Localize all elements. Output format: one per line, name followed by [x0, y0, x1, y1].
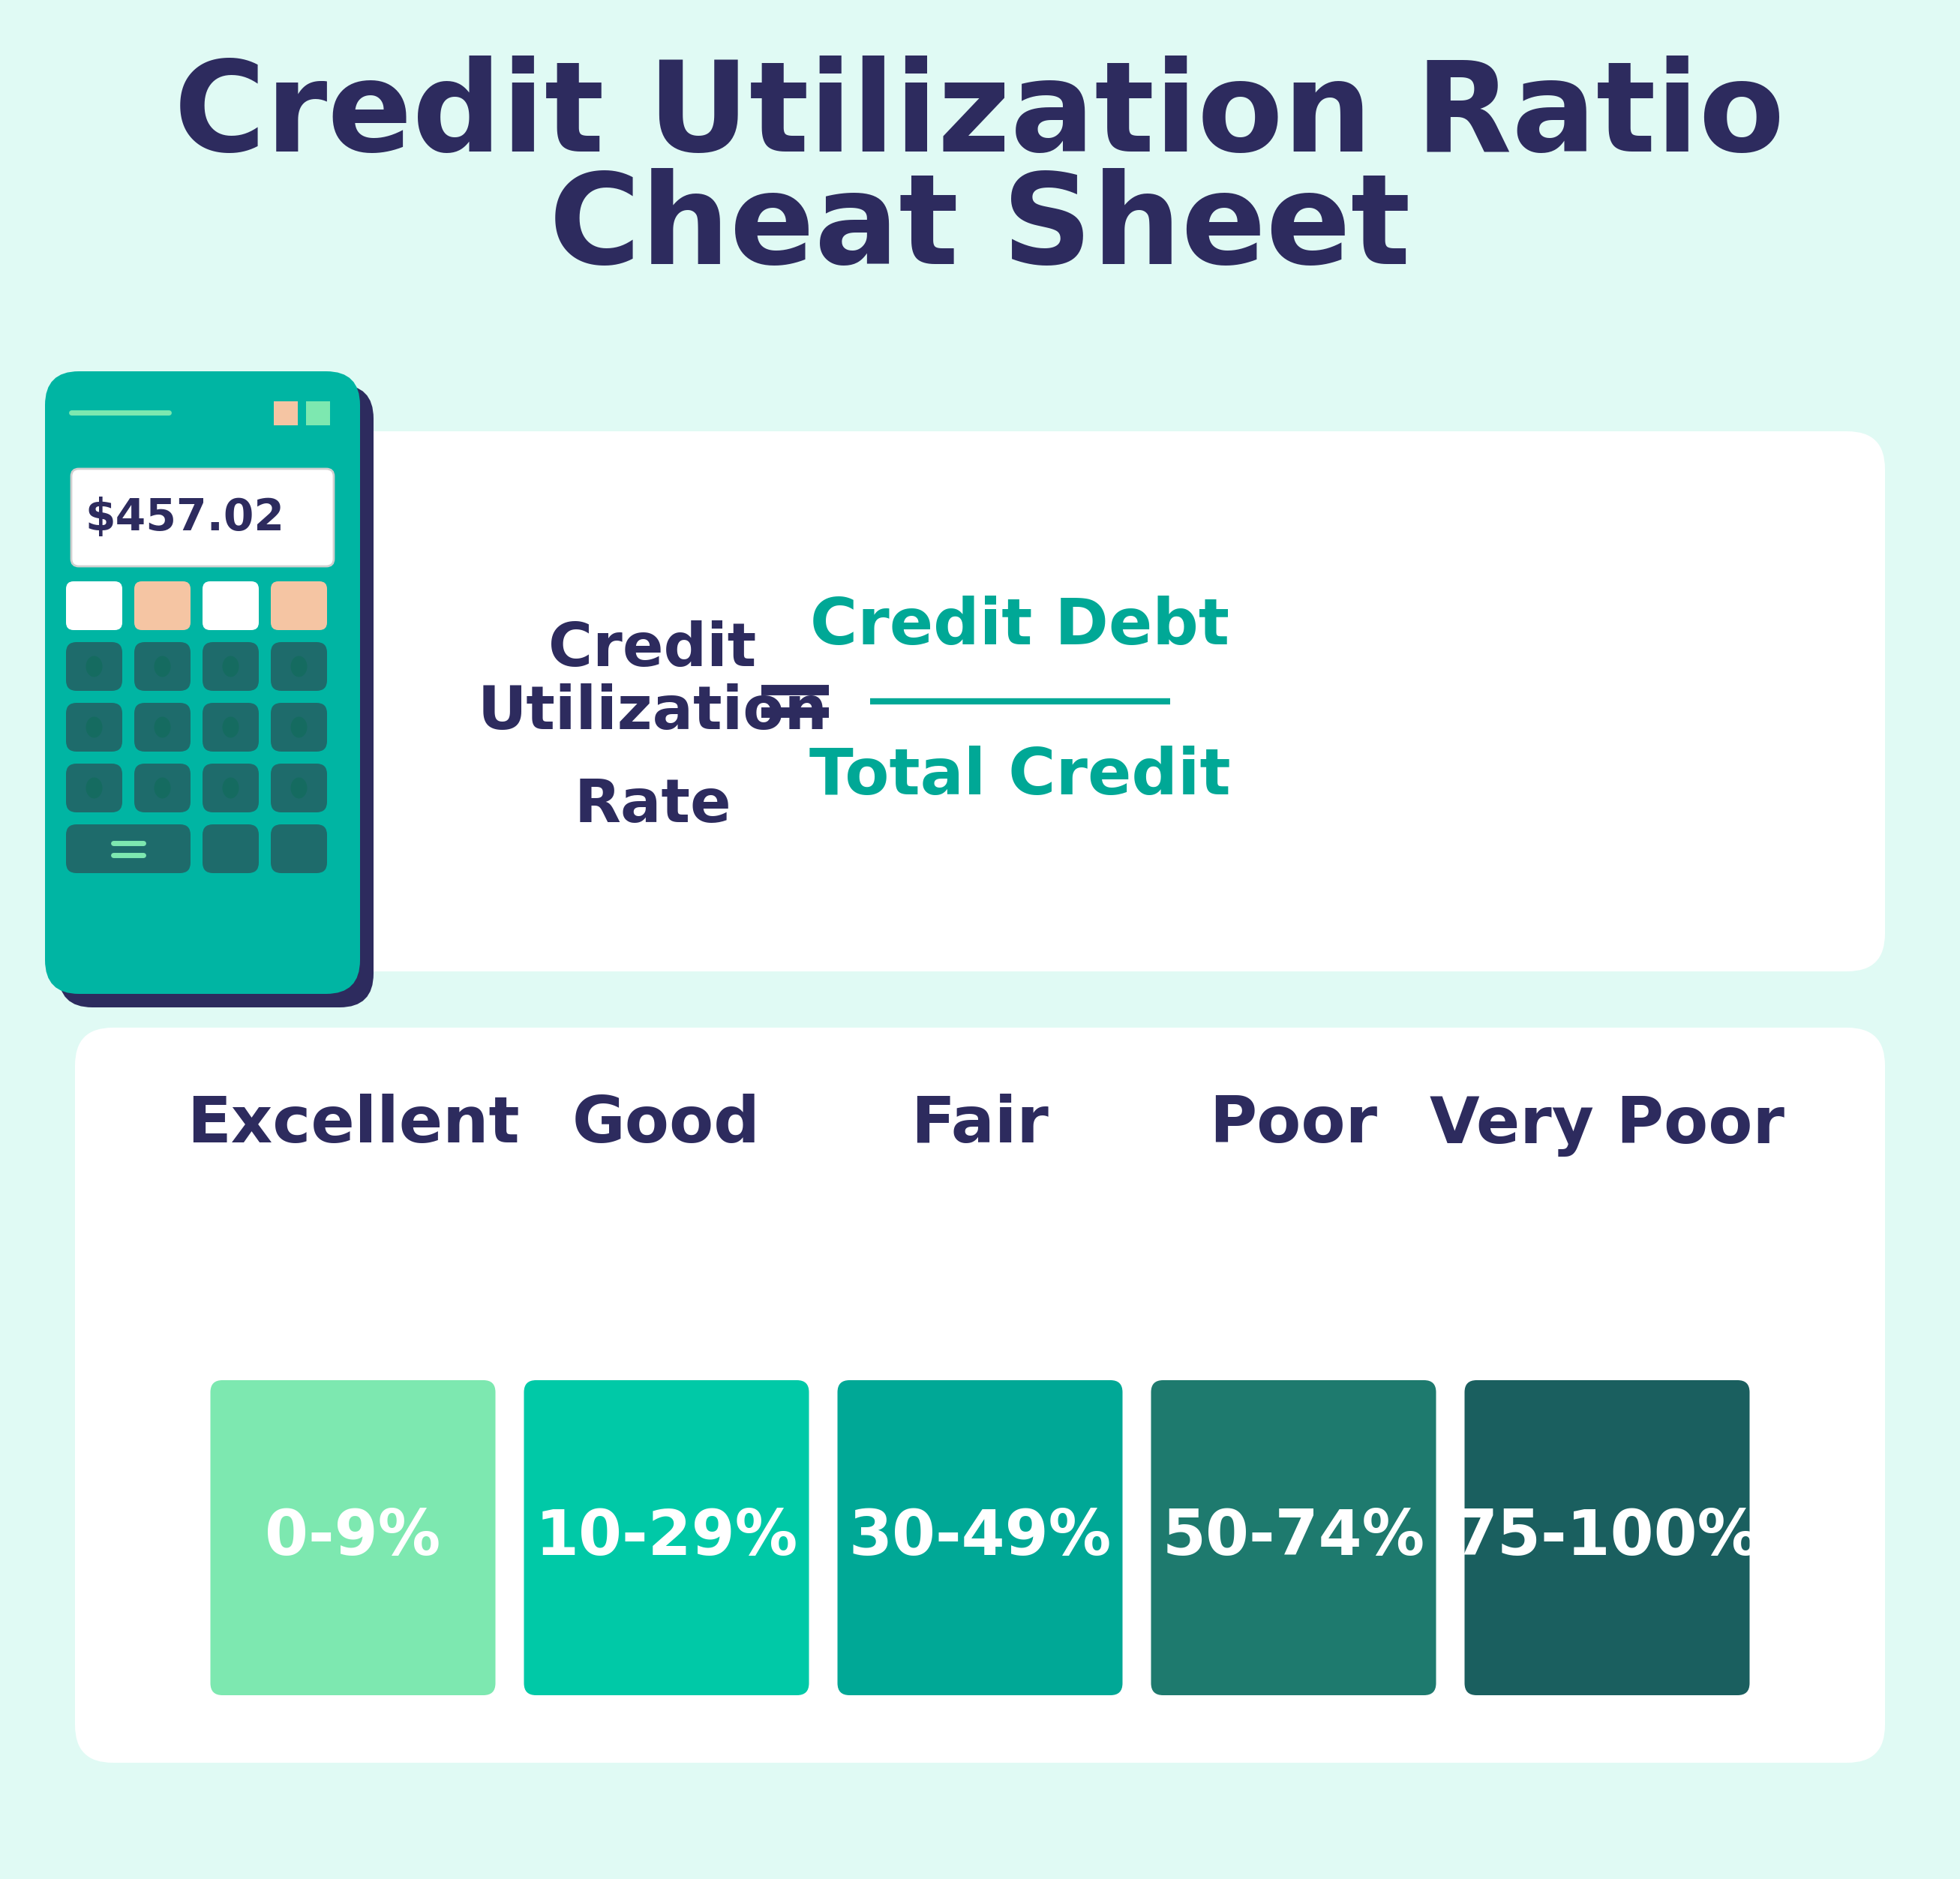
Ellipse shape [86, 716, 102, 738]
FancyBboxPatch shape [202, 825, 259, 874]
FancyBboxPatch shape [67, 825, 190, 874]
FancyBboxPatch shape [74, 1028, 1886, 1763]
FancyBboxPatch shape [270, 581, 327, 629]
Text: Credit: Credit [549, 620, 757, 678]
FancyBboxPatch shape [270, 643, 327, 691]
Text: 10-29%: 10-29% [535, 1507, 798, 1569]
Text: Rate: Rate [574, 776, 731, 834]
Ellipse shape [290, 656, 308, 676]
FancyBboxPatch shape [135, 703, 190, 752]
Ellipse shape [155, 656, 171, 676]
FancyBboxPatch shape [45, 372, 361, 994]
FancyBboxPatch shape [202, 581, 259, 629]
FancyBboxPatch shape [135, 763, 190, 812]
Text: Good: Good [572, 1094, 760, 1156]
Text: 75-100%: 75-100% [1454, 1507, 1760, 1569]
Ellipse shape [221, 778, 239, 799]
Bar [306, 402, 329, 425]
Text: 30-49%: 30-49% [849, 1507, 1111, 1569]
Text: Very Poor: Very Poor [1429, 1094, 1784, 1156]
Text: Total Credit: Total Credit [809, 746, 1231, 808]
FancyBboxPatch shape [135, 643, 190, 691]
Text: Fair: Fair [911, 1094, 1049, 1156]
FancyBboxPatch shape [59, 385, 374, 1007]
Ellipse shape [86, 656, 102, 676]
FancyBboxPatch shape [74, 432, 1886, 971]
Ellipse shape [86, 778, 102, 799]
FancyBboxPatch shape [135, 581, 190, 629]
Bar [274, 402, 298, 425]
FancyBboxPatch shape [523, 1381, 809, 1695]
FancyBboxPatch shape [67, 643, 122, 691]
FancyBboxPatch shape [202, 763, 259, 812]
FancyBboxPatch shape [67, 763, 122, 812]
FancyBboxPatch shape [71, 470, 333, 566]
FancyBboxPatch shape [67, 581, 122, 629]
Text: 50-74%: 50-74% [1162, 1507, 1425, 1569]
FancyBboxPatch shape [1464, 1381, 1750, 1695]
Text: Credit Debt: Credit Debt [811, 596, 1229, 658]
FancyBboxPatch shape [837, 1381, 1123, 1695]
Ellipse shape [155, 778, 171, 799]
FancyBboxPatch shape [67, 703, 122, 752]
FancyBboxPatch shape [270, 825, 327, 874]
Text: Utilization: Utilization [478, 684, 827, 742]
Ellipse shape [155, 716, 171, 738]
Text: 0-9%: 0-9% [265, 1507, 441, 1569]
FancyBboxPatch shape [270, 703, 327, 752]
Text: Cheat Sheet: Cheat Sheet [549, 167, 1411, 289]
Ellipse shape [221, 656, 239, 676]
FancyBboxPatch shape [202, 703, 259, 752]
FancyBboxPatch shape [270, 763, 327, 812]
Text: Excellent: Excellent [186, 1094, 519, 1156]
FancyBboxPatch shape [210, 1381, 496, 1695]
FancyBboxPatch shape [1151, 1381, 1437, 1695]
FancyBboxPatch shape [202, 643, 259, 691]
Text: Poor: Poor [1209, 1094, 1378, 1156]
Ellipse shape [290, 716, 308, 738]
Ellipse shape [221, 716, 239, 738]
Ellipse shape [290, 778, 308, 799]
Text: $457.02: $457.02 [84, 496, 284, 539]
Text: Credit Utilization Ratio: Credit Utilization Ratio [174, 54, 1786, 177]
